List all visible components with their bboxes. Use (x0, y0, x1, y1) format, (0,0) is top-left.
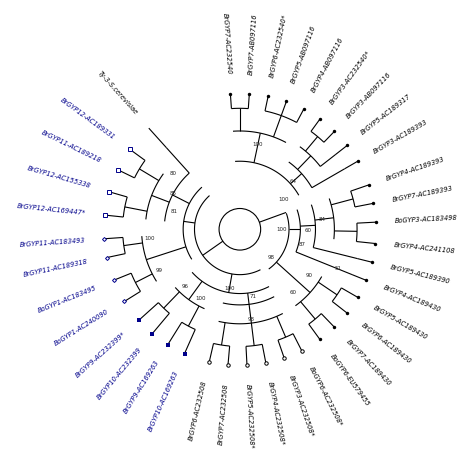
Text: BrGYP11-AC189318: BrGYP11-AC189318 (23, 259, 89, 278)
Text: BrGYP7-AC189430: BrGYP7-AC189430 (346, 339, 392, 387)
Text: 100: 100 (253, 142, 263, 147)
Text: 100: 100 (145, 236, 155, 241)
Text: 100: 100 (279, 197, 289, 202)
Text: BrGYP5-AC189390: BrGYP5-AC189390 (390, 264, 451, 285)
Text: BoGYP6-AC232508*: BoGYP6-AC232508* (308, 366, 343, 428)
Text: BrGYP6-AC189430: BrGYP6-AC189430 (360, 322, 412, 365)
Text: 60: 60 (290, 291, 297, 296)
Text: BrGYP4-AC189393: BrGYP4-AC189393 (385, 156, 446, 182)
Text: BoGYP3-AC183498: BoGYP3-AC183498 (394, 215, 457, 224)
Text: BrGYP6-AC232508: BrGYP6-AC232508 (188, 380, 208, 441)
Text: BrGYP5-AC232508*: BrGYP5-AC232508* (245, 384, 255, 449)
Text: 100: 100 (195, 296, 205, 301)
Text: 98: 98 (247, 317, 255, 322)
Text: BrGYP10-AC169263: BrGYP10-AC169263 (147, 370, 180, 432)
Text: BrGYP4-AC232508*: BrGYP4-AC232508* (266, 381, 285, 446)
Text: Ty-3-S.cerevisiae: Ty-3-S.cerevisiae (96, 70, 138, 116)
Text: BoGYP1-AC183495: BoGYP1-AC183495 (36, 285, 97, 314)
Text: BrGYP7-AB097116: BrGYP7-AB097116 (248, 13, 258, 75)
Text: BrGYP7-AC189393: BrGYP7-AC189393 (392, 185, 453, 203)
Text: BrGYP9-AC169263: BrGYP9-AC169263 (122, 359, 160, 414)
Text: BrGYP6-AC232540*: BrGYP6-AC232540* (269, 13, 289, 78)
Text: 80: 80 (170, 171, 177, 176)
Text: 60: 60 (304, 228, 311, 233)
Text: BoGYP6-EU579455: BoGYP6-EU579455 (328, 353, 370, 407)
Text: BrGYP7-AC232508: BrGYP7-AC232508 (218, 383, 229, 445)
Text: 71: 71 (249, 293, 256, 298)
Text: BrGYP5-AC189430: BrGYP5-AC189430 (373, 304, 429, 340)
Text: BrGYP3-AC189393: BrGYP3-AC189393 (373, 118, 429, 154)
Text: BrGYP4-AC241108: BrGYP4-AC241108 (394, 243, 456, 255)
Text: BrGYP7-AC232540: BrGYP7-AC232540 (222, 13, 232, 75)
Text: BrGYP4-AC189430: BrGYP4-AC189430 (383, 285, 442, 313)
Text: BrGYP11-AC183493: BrGYP11-AC183493 (19, 237, 85, 248)
Text: 85: 85 (170, 191, 177, 196)
Text: 98: 98 (267, 255, 274, 260)
Text: 64: 64 (290, 179, 297, 184)
Text: BrGYP4-AB097116: BrGYP4-AB097116 (310, 36, 344, 94)
Text: 100: 100 (276, 227, 287, 232)
Text: 87: 87 (299, 243, 306, 247)
Text: 99: 99 (155, 268, 163, 273)
Text: BrGYP3-AC232540*: BrGYP3-AC232540* (328, 49, 372, 106)
Text: BrGYP3-AB097116: BrGYP3-AB097116 (346, 72, 392, 120)
Text: 81: 81 (171, 209, 178, 214)
Text: BrGYP5-AB097116: BrGYP5-AB097116 (290, 25, 317, 85)
Text: 84: 84 (319, 217, 326, 222)
Text: BrGYP3-AC232508*: BrGYP3-AC232508* (288, 375, 314, 438)
Text: BrGYP12-AC189331: BrGYP12-AC189331 (59, 97, 116, 140)
Text: 96: 96 (181, 284, 188, 289)
Text: BoGYP1-AC240090: BoGYP1-AC240090 (54, 309, 110, 347)
Text: 90: 90 (305, 274, 312, 278)
Text: BrGYP12-AC155338: BrGYP12-AC155338 (27, 165, 91, 189)
Text: BrGYP10-AC232399: BrGYP10-AC232399 (96, 346, 143, 401)
Text: BrGYP12-AC169447*: BrGYP12-AC169447* (17, 203, 86, 216)
Text: 100: 100 (224, 286, 235, 292)
Text: BrGYP5-AC189317: BrGYP5-AC189317 (360, 93, 412, 136)
Text: BrGYP9-AC232399*: BrGYP9-AC232399* (74, 331, 127, 379)
Text: 51: 51 (335, 267, 341, 272)
Text: BrGYP11-AC189218: BrGYP11-AC189218 (40, 130, 102, 164)
